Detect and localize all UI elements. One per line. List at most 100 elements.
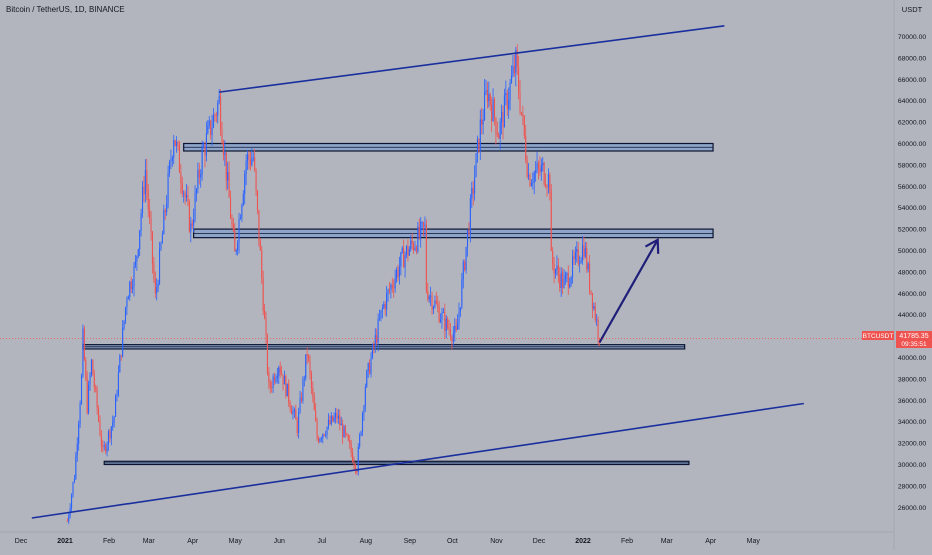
candle-body bbox=[299, 397, 301, 413]
price-tag-bg bbox=[896, 331, 932, 348]
time-tick-label: Mar bbox=[143, 538, 156, 545]
candle-body bbox=[146, 170, 148, 190]
candle-body bbox=[231, 218, 233, 225]
price-axis[interactable]: 26000.00 28000.00 30000.00 32000.00 34000.00… bbox=[893, 0, 932, 550]
candle-body bbox=[472, 187, 474, 194]
time-tick-label: Oct bbox=[447, 538, 458, 545]
candle-body bbox=[272, 376, 274, 388]
candle-body bbox=[577, 249, 579, 264]
candle-body bbox=[133, 265, 135, 287]
candle-body bbox=[562, 272, 564, 288]
candle-body bbox=[380, 310, 382, 319]
candle-body bbox=[510, 75, 513, 83]
candle-body bbox=[247, 154, 249, 161]
price-tick-label: 28000.00 bbox=[898, 483, 927, 490]
symbol-title[interactable]: Bitcoin / TetherUS, 1D, BINANCE bbox=[6, 5, 125, 14]
candle-body bbox=[471, 187, 473, 199]
candle-body bbox=[251, 158, 253, 166]
time-tick-label: Nov bbox=[490, 538, 503, 545]
candle-body bbox=[167, 172, 169, 204]
candle-body bbox=[203, 146, 205, 148]
price-tick-label: 62000.00 bbox=[898, 120, 927, 127]
candle-body bbox=[381, 307, 383, 311]
candle-body bbox=[444, 312, 446, 332]
candle-body bbox=[327, 420, 329, 427]
time-tick-label: Jun bbox=[274, 538, 285, 545]
candle-body bbox=[344, 426, 347, 434]
candle-body bbox=[404, 254, 406, 268]
candle-body bbox=[325, 435, 327, 436]
projection-arrow-shaft bbox=[598, 239, 659, 344]
price-tick-label: 52000.00 bbox=[898, 227, 927, 234]
candle-body bbox=[489, 93, 491, 105]
candle-body bbox=[211, 127, 213, 136]
candle-body bbox=[437, 303, 439, 307]
candle-body bbox=[499, 121, 501, 139]
candle-body bbox=[528, 174, 530, 177]
time-tick-label: May bbox=[747, 538, 761, 545]
candle-body bbox=[197, 169, 199, 190]
candle-body bbox=[292, 411, 294, 415]
candle-body bbox=[523, 115, 525, 136]
candle-body bbox=[539, 167, 541, 173]
candle-body bbox=[224, 152, 226, 155]
candle-body bbox=[513, 66, 515, 73]
candle-body bbox=[278, 367, 280, 377]
candle-body bbox=[332, 415, 334, 422]
price-tick-label: 40000.00 bbox=[898, 355, 927, 362]
candle-body bbox=[586, 248, 588, 270]
candle-body bbox=[271, 387, 273, 389]
candle-body bbox=[549, 174, 551, 191]
candle-body bbox=[288, 383, 290, 403]
time-tick-label: May bbox=[229, 538, 243, 545]
candle-body bbox=[156, 287, 158, 294]
candle-body bbox=[201, 147, 203, 175]
candle-body bbox=[281, 372, 283, 375]
candle-body bbox=[396, 269, 398, 279]
candle-body bbox=[415, 247, 417, 252]
candle-body bbox=[136, 256, 138, 262]
candle-body bbox=[255, 169, 257, 191]
price-tick-label: 54000.00 bbox=[898, 205, 927, 212]
candle-body bbox=[75, 455, 77, 479]
candle-body bbox=[543, 162, 545, 185]
time-axis[interactable]: Dec 2021 Feb Mar Apr May Jun Jul Aug Sep Oct Nov Dec… bbox=[0, 531, 894, 545]
candle-body bbox=[427, 291, 429, 300]
candle-body bbox=[405, 246, 408, 255]
candle-body bbox=[276, 376, 278, 379]
candle-body bbox=[491, 104, 493, 121]
last-price-tag[interactable]: BTCUSDT 41785.35 09:35:51 bbox=[862, 331, 932, 348]
candle-body bbox=[469, 198, 471, 235]
candle-body bbox=[115, 395, 117, 417]
candle-body bbox=[581, 245, 584, 261]
candle-body bbox=[140, 213, 142, 231]
candle-body bbox=[570, 277, 572, 285]
candle-body bbox=[151, 231, 154, 264]
currency-label[interactable]: USDT bbox=[902, 5, 923, 14]
candle-body bbox=[73, 478, 75, 483]
candle-body bbox=[210, 120, 212, 136]
price-tick-label: 44000.00 bbox=[898, 312, 927, 319]
candle-body bbox=[259, 241, 261, 251]
support-resistance-zones bbox=[82, 142, 714, 466]
candle-body bbox=[498, 135, 500, 139]
candle-body bbox=[178, 145, 180, 173]
price-tick-label: 26000.00 bbox=[898, 505, 927, 512]
candle-body bbox=[424, 224, 426, 227]
candle-body bbox=[559, 274, 561, 288]
candle-body bbox=[339, 415, 341, 426]
candle-body bbox=[183, 193, 185, 194]
candle-body bbox=[432, 306, 435, 310]
candle-body bbox=[194, 193, 196, 220]
price-tick-label: 32000.00 bbox=[898, 441, 927, 448]
trendlines bbox=[31, 25, 804, 519]
candle-body bbox=[184, 193, 186, 198]
candle-body bbox=[590, 290, 592, 294]
candle-body bbox=[90, 359, 92, 376]
candle-body bbox=[238, 218, 240, 243]
candle-body bbox=[492, 99, 494, 121]
candle-body bbox=[309, 359, 311, 373]
candle-body bbox=[440, 319, 442, 323]
